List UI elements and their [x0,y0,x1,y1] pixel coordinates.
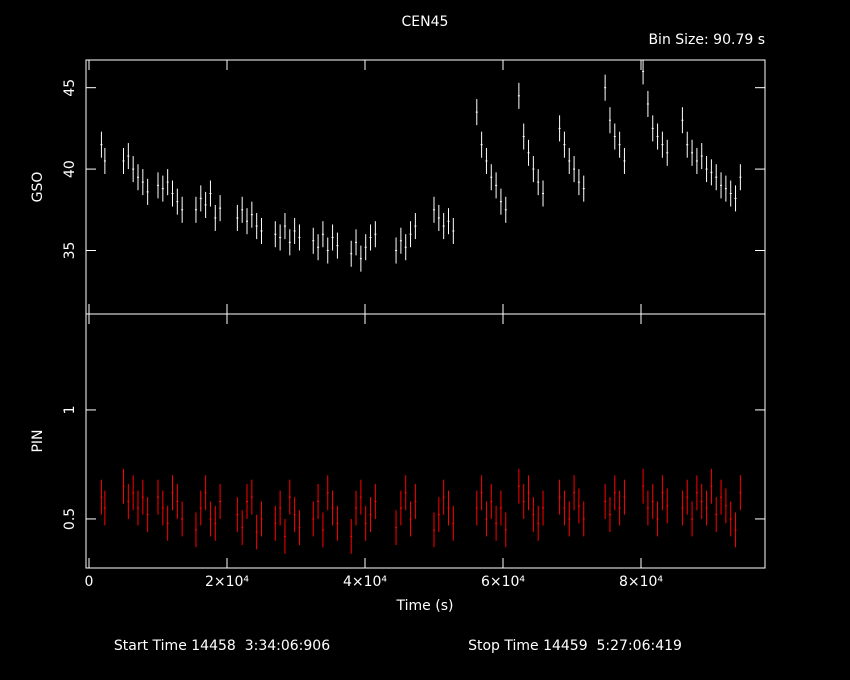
y-tick-label: 45 [62,79,78,97]
start-time: Start Time 14458 3:34:06:906 [114,638,330,654]
y-tick-label: 1 [62,405,78,414]
x-tick-label: 6×10⁴ [481,574,525,590]
y-tick-label: 0.5 [62,508,78,530]
y-tick-label: 40 [62,160,78,178]
chart-title: CEN45 [402,14,449,30]
stop-time: Stop Time 14459 5:27:06:419 [468,638,682,654]
x-tick-label: 2×10⁴ [205,574,249,590]
bin-size: Bin Size: 90.79 s [648,32,765,48]
x-tick-label: 8×10⁴ [619,574,663,590]
y-axis-label: GSO [30,172,46,203]
y-axis-label: PIN [30,429,46,452]
x-tick-label: 0 [85,574,94,590]
x-axis-label: Time (s) [396,598,454,614]
y-tick-label: 35 [62,242,78,260]
x-tick-label: 4×10⁴ [343,574,387,590]
